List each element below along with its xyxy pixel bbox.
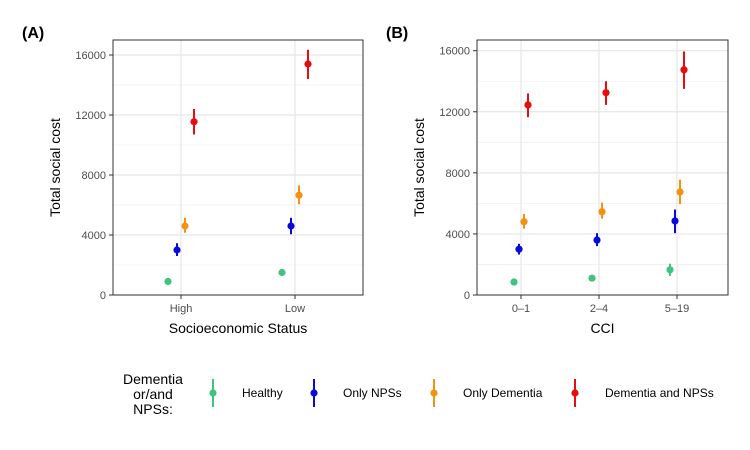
data-point bbox=[173, 246, 181, 254]
data-point bbox=[295, 191, 303, 199]
panel-tag: (A) bbox=[22, 25, 44, 42]
x-tick-label: 5–19 bbox=[665, 303, 689, 315]
y-axis-title: Total social cost bbox=[47, 118, 63, 217]
y-tick-label: 4000 bbox=[446, 229, 470, 241]
y-tick-label: 0 bbox=[100, 290, 106, 302]
y-tick-label: 4000 bbox=[82, 230, 106, 242]
data-point bbox=[671, 217, 679, 225]
data-point bbox=[190, 118, 198, 126]
data-point bbox=[598, 208, 606, 216]
legend-title: or/and bbox=[133, 386, 173, 402]
legend-key-point bbox=[209, 389, 217, 397]
data-point bbox=[304, 60, 312, 68]
legend-key-point bbox=[571, 389, 579, 397]
data-point bbox=[287, 222, 295, 230]
y-tick-label: 16000 bbox=[75, 50, 106, 62]
data-point bbox=[278, 268, 286, 277]
panel-border bbox=[112, 39, 364, 296]
data-point bbox=[676, 188, 684, 196]
data-point bbox=[680, 66, 688, 74]
x-tick-label: High bbox=[170, 303, 193, 315]
legend-label: Only Dementia bbox=[463, 386, 543, 400]
legend-label: Only NPSs bbox=[343, 386, 402, 400]
data-point bbox=[520, 218, 528, 226]
legend-title: NPSs: bbox=[133, 401, 173, 417]
y-axis-title: Total social cost bbox=[411, 118, 427, 217]
legend-label: Healthy bbox=[242, 386, 283, 400]
data-point bbox=[515, 245, 523, 253]
x-axis-title: Socioeconomic Status bbox=[169, 320, 308, 336]
legend-title: Dementia bbox=[123, 371, 183, 387]
y-tick-label: 12000 bbox=[75, 110, 106, 122]
x-tick-label: Low bbox=[285, 303, 305, 315]
x-tick-label: 0–1 bbox=[512, 303, 530, 315]
data-point bbox=[510, 278, 518, 286]
panel-b: (B) 0 4000 8000 12000 16000 0–1 2–4 5–19 CCI Total… bbox=[386, 25, 729, 336]
data-point bbox=[666, 266, 674, 274]
panel-border bbox=[476, 39, 729, 296]
y-tick-label: 0 bbox=[464, 290, 470, 302]
panel-a: (A) 0 4000 8000 12000 16000 High Low Socioeconom… bbox=[22, 25, 364, 336]
data-point bbox=[588, 274, 596, 282]
legend-key-point bbox=[430, 389, 438, 397]
y-tick-label: 8000 bbox=[82, 170, 106, 182]
legend-label: Dementia and NPSs bbox=[605, 386, 714, 400]
data-point bbox=[164, 277, 172, 286]
x-axis-title: CCI bbox=[590, 320, 614, 336]
data-point bbox=[524, 101, 532, 109]
y-tick-label: 12000 bbox=[439, 107, 470, 119]
y-tick-label: 8000 bbox=[446, 168, 470, 180]
data-point bbox=[602, 89, 610, 97]
y-tick-label: 16000 bbox=[439, 46, 470, 58]
x-tick-label: 2–4 bbox=[590, 303, 608, 315]
legend-key-point bbox=[310, 389, 318, 397]
panel-tag: (B) bbox=[386, 25, 408, 42]
data-point bbox=[181, 222, 189, 230]
data-point bbox=[593, 236, 601, 244]
